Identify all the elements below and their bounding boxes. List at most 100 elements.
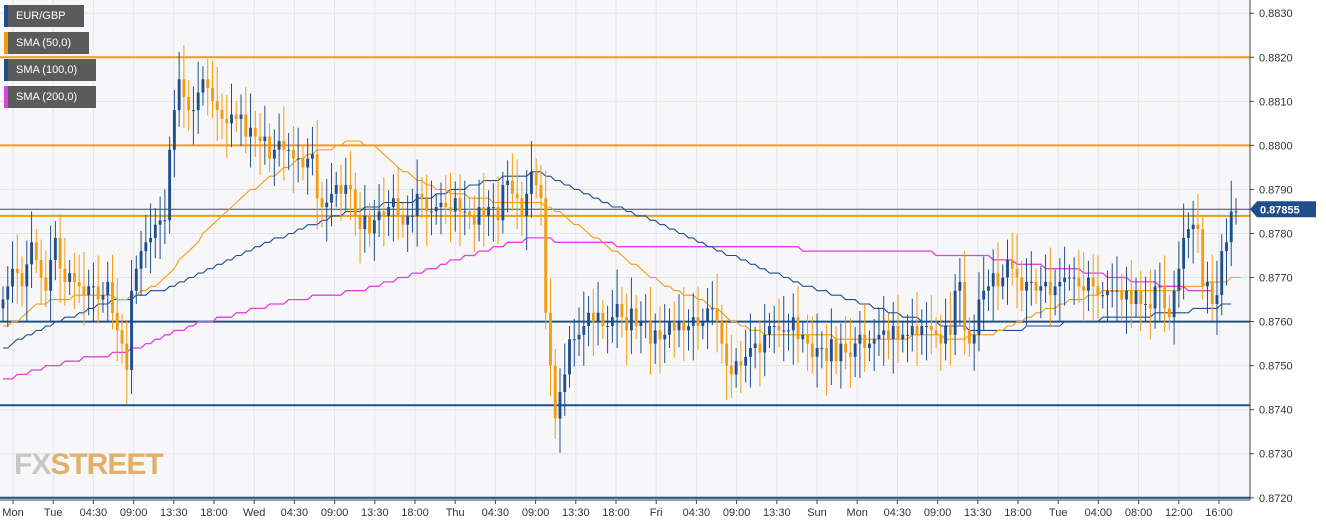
legend-swatch [4,5,8,27]
x-tick-label: 09:00 [321,507,349,519]
moving-averages [3,140,1241,380]
y-tick-label: 0.8720 [1259,493,1293,505]
candle-body [701,321,705,326]
x-tick-label: 09:00 [924,507,952,519]
candle-body [1058,281,1062,287]
candle-body [777,325,781,331]
candle-body [1048,281,1052,296]
candle-body [963,281,967,331]
candle-body [196,92,200,111]
candle-body [725,343,729,366]
candle-body [168,149,172,221]
candle-body [482,207,486,216]
candle-body [1201,229,1205,287]
candle-body [58,237,62,269]
candle-body [163,220,167,222]
candle-body [453,198,457,212]
candle-body [125,343,129,371]
candle-body [515,193,519,199]
candle-body [20,273,24,287]
candle-body [201,79,205,93]
candle-body [258,136,262,141]
candle-body [220,110,224,119]
price-tag-label: 0.87855 [1260,204,1300,216]
candle-body [925,325,928,327]
candle-body [634,308,638,326]
candle-body [706,308,709,322]
x-tick-label: 08:00 [1125,507,1153,519]
candle-body [906,334,909,336]
candle-body [434,207,438,212]
sma-200-line [3,237,1213,380]
legend-label: EUR/GBP [16,10,66,22]
candle-body [829,339,833,362]
legend-item-sma200[interactable]: SMA (200,0) [4,86,96,108]
candle-body [944,325,948,344]
candle-body [853,343,857,357]
current-price-tag: 0.87855 [1250,201,1316,218]
candle-body [958,281,962,291]
legend-item-sma50[interactable]: SMA (50,0) [4,32,89,54]
candle-body [1182,237,1186,269]
x-tick-label: Thu [446,507,465,519]
candle-body [834,339,838,362]
candle-body [391,198,395,208]
candle-body [344,185,348,194]
candle-body [153,224,157,238]
candle-body [449,207,452,212]
candle-body [1110,290,1114,292]
candle-body [244,114,248,137]
candle-body [1129,290,1133,304]
candle-body [1139,290,1143,304]
candle-body [25,264,29,287]
candle-body [839,343,843,362]
candle-body [1125,290,1128,300]
candle-body [1010,259,1014,269]
candle-body [644,321,648,323]
candle-body [663,334,667,340]
candle-body [1072,277,1076,279]
candle-body [748,348,752,357]
candle-body [768,325,771,335]
candle-body [487,207,491,216]
candle-body [1082,286,1086,291]
candle-body [72,273,76,282]
legend-swatch [4,59,8,81]
candle-body [658,330,662,340]
candle-body [468,211,471,216]
candle-body [215,101,219,111]
candle-body [1225,242,1228,252]
x-tick-label: 09:00 [723,507,751,519]
price-tag-box [1250,201,1316,218]
candle-body [967,330,971,344]
candle-body [1077,277,1081,287]
candle-body [858,334,862,344]
candle-body [1153,286,1157,309]
candle-body [1034,281,1038,291]
candle-body [301,158,305,168]
candle-body [368,215,371,234]
x-tick-label: 13:30 [763,507,791,519]
candle-body [377,211,381,221]
candle-body [534,171,538,186]
legend-item-sma100[interactable]: SMA (100,0) [4,59,96,81]
candle-body [425,198,429,212]
candle-body [734,361,738,375]
candle-body [53,237,57,260]
candlesticks [1,44,1238,453]
x-tick-label: 09:00 [120,507,148,519]
candle-body [549,312,552,366]
candle-body [77,281,81,287]
candle-body [972,334,976,344]
legend-item-eurgbp[interactable]: EUR/GBP [4,5,84,27]
candle-body [115,312,119,331]
candle-body [253,127,257,137]
candle-body [339,185,343,194]
candle-body [882,330,886,335]
candle-body [672,321,676,331]
candle-body [401,215,405,225]
candle-body [606,325,610,327]
candle-body [591,312,595,322]
